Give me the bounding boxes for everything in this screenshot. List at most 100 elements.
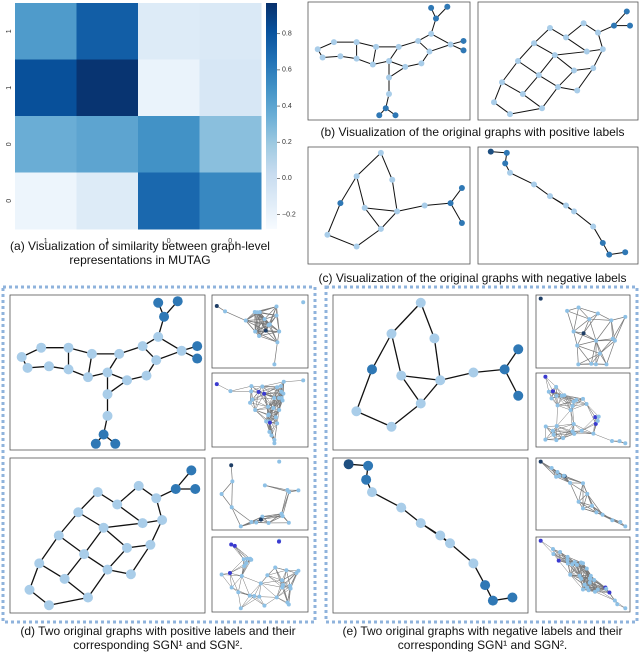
sgn-node [256, 389, 261, 394]
sgn-node [617, 439, 622, 444]
graph-node [487, 148, 494, 155]
sgn-edge [556, 405, 558, 427]
sgn-node [279, 389, 284, 394]
sgn-node [278, 384, 283, 389]
graph-node [447, 41, 454, 48]
heatmap-cell [199, 172, 262, 230]
sgn-node [229, 542, 234, 547]
graph-edge [509, 172, 535, 185]
sgn-edge [282, 587, 288, 603]
graph-edge [83, 527, 105, 555]
graph-edge [38, 535, 60, 564]
graph-node [330, 39, 337, 46]
graph-edge [58, 511, 79, 536]
sgn-node [581, 587, 585, 592]
sgn-edge [229, 572, 242, 577]
sgn-edge [262, 386, 280, 399]
sgn-node [272, 362, 277, 367]
graph-node [98, 429, 109, 440]
sgn-node [576, 499, 581, 504]
sgn-node [543, 424, 548, 429]
sgn-edge [556, 409, 571, 427]
sgn-edge [249, 402, 269, 408]
heatmap-cell [15, 59, 77, 117]
sgn-node [253, 408, 258, 412]
sgn-node [581, 481, 585, 486]
sgn-edge [573, 331, 597, 342]
graph-edge [493, 101, 511, 115]
sgn-edge [241, 558, 251, 577]
graph-box [9, 457, 206, 614]
graph-edge [391, 302, 422, 335]
graph-node [395, 43, 402, 50]
heatmap-cell [138, 3, 200, 60]
sgn-edge [573, 401, 587, 405]
heatmap-cell [76, 172, 139, 230]
graph-node [159, 311, 170, 322]
graph-node [590, 65, 597, 72]
sgn-node [549, 396, 554, 401]
sgn-node [241, 557, 246, 562]
sgn-node [269, 433, 274, 438]
sgn-edge [595, 340, 601, 354]
sgn-edge [234, 545, 248, 559]
sgn-node [543, 374, 548, 379]
sgn-node [227, 571, 232, 576]
graph-node [36, 342, 47, 353]
col-label: 0 [228, 238, 232, 245]
sgn-edge [556, 425, 573, 432]
sgn-node [287, 490, 292, 495]
graph-edge [450, 187, 463, 204]
sgn-node [258, 517, 263, 522]
sgn-edge [264, 485, 290, 493]
graph-node [571, 67, 577, 74]
sgn-node [296, 488, 301, 493]
graph-node [507, 111, 513, 118]
graph-node [531, 181, 537, 188]
sgn-node [561, 473, 566, 478]
graph-edge [400, 375, 422, 404]
sgn-node [214, 303, 219, 308]
graph-node [590, 223, 597, 230]
graph-node [44, 361, 54, 372]
graph-node [114, 348, 125, 359]
sgn-edge [255, 406, 269, 411]
sgn-node [260, 384, 265, 389]
sgn-edge [286, 569, 299, 571]
sgn-edge [262, 381, 284, 387]
sgn-edge [567, 556, 582, 563]
sgn-edge [230, 465, 233, 482]
sgn-edge [221, 493, 233, 508]
graph-node [337, 53, 344, 60]
graph-node [141, 370, 152, 381]
graph-edge [103, 522, 143, 529]
graph-edge [449, 542, 474, 564]
sgn-node [249, 384, 254, 389]
sgn-node [584, 566, 589, 571]
sgn-node [597, 351, 602, 356]
graph-edge [371, 491, 402, 509]
sgn-node [253, 329, 258, 334]
sgn-edge [229, 573, 232, 588]
sgn-edge [572, 403, 587, 407]
sgn-edge [264, 306, 277, 320]
sgn-edge [231, 481, 233, 508]
sgn-edge [274, 423, 278, 440]
graph-node [343, 459, 354, 470]
sgn-edge [589, 582, 610, 593]
graph-box [535, 372, 631, 448]
sgn-edge [572, 564, 580, 576]
caption-a: (a) Visualization of similarity between … [10, 239, 270, 267]
sgn-edge [556, 395, 574, 403]
sgn-node [574, 397, 579, 402]
graph-node [324, 231, 331, 238]
graph-node [415, 297, 426, 308]
graph-edge [522, 74, 540, 95]
sgn-edge [269, 422, 275, 440]
sgn-node [229, 585, 234, 590]
sgn-node [571, 329, 576, 334]
sgn-node [595, 311, 600, 316]
sgn-edge [267, 397, 275, 416]
graph-edge [420, 379, 441, 404]
heatmap-cell [15, 3, 77, 60]
